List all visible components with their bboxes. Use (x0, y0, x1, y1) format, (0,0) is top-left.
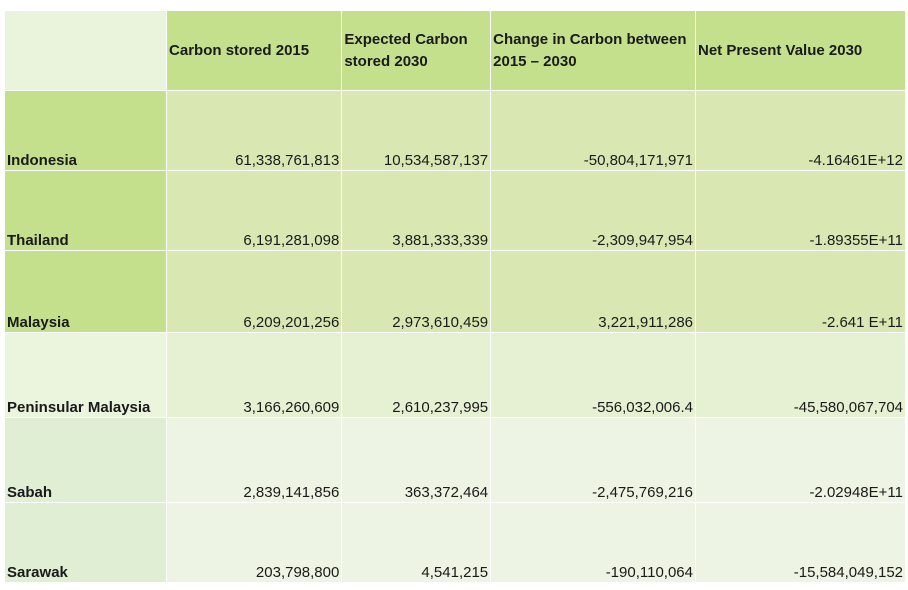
cell-expected-2030: 363,372,464 (341, 417, 492, 503)
cell-expected-2030: 3,881,333,339 (341, 170, 492, 251)
header-carbon-2015: Carbon stored 2015 (166, 10, 343, 91)
table-row: Malaysia 6,209,201,256 2,973,610,459 3,2… (3, 250, 906, 333)
carbon-table: Carbon stored 2015 Expected Carbon store… (3, 10, 906, 583)
cell-carbon-2015: 2,839,141,856 (166, 417, 343, 503)
cell-npv-2030: -2.641 E+11 (695, 250, 906, 333)
cell-expected-2030: 4,541,215 (341, 502, 492, 583)
cell-expected-2030: 2,973,610,459 (341, 250, 492, 333)
table-row: Thailand 6,191,281,098 3,881,333,339 -2,… (3, 170, 906, 251)
header-npv-2030: Net Present Value 2030 (695, 10, 906, 91)
cell-carbon-2015: 3,166,260,609 (166, 332, 343, 418)
row-label: Sabah (3, 417, 168, 503)
cell-change: -2,309,947,954 (490, 170, 696, 251)
cell-change: -190,110,064 (490, 502, 696, 583)
cell-npv-2030: -4.16461E+12 (695, 90, 906, 171)
cell-npv-2030: -2.02948E+11 (695, 417, 906, 503)
row-label: Peninsular Malaysia (3, 332, 168, 418)
cell-npv-2030: -15,584,049,152 (695, 502, 906, 583)
header-row: Carbon stored 2015 Expected Carbon store… (3, 10, 906, 91)
cell-change: -556,032,006.4 (490, 332, 696, 418)
table-row: Indonesia 61,338,761,813 10,534,587,137 … (3, 90, 906, 171)
table-row: Sarawak 203,798,800 4,541,215 -190,110,0… (3, 502, 906, 583)
cell-npv-2030: -45,580,067,704 (695, 332, 906, 418)
cell-npv-2030: -1.89355E+11 (695, 170, 906, 251)
cell-expected-2030: 10,534,587,137 (341, 90, 492, 171)
row-label: Malaysia (3, 250, 168, 333)
row-label: Thailand (3, 170, 168, 251)
table-row: Peninsular Malaysia 3,166,260,609 2,610,… (3, 332, 906, 418)
cell-change: -50,804,171,971 (490, 90, 696, 171)
cell-carbon-2015: 61,338,761,813 (166, 90, 343, 171)
cell-carbon-2015: 6,191,281,098 (166, 170, 343, 251)
cell-change: 3,221,911,286 (490, 250, 696, 333)
row-label: Indonesia (3, 90, 168, 171)
cell-carbon-2015: 6,209,201,256 (166, 250, 343, 333)
header-expected-2030: Expected Carbon stored 2030 (341, 10, 492, 91)
cell-expected-2030: 2,610,237,995 (341, 332, 492, 418)
cell-change: -2,475,769,216 (490, 417, 696, 503)
header-corner-cell (3, 10, 168, 91)
table-row: Sabah 2,839,141,856 363,372,464 -2,475,7… (3, 417, 906, 503)
cell-carbon-2015: 203,798,800 (166, 502, 343, 583)
header-change: Change in Carbon between 2015 – 2030 (490, 10, 696, 91)
row-label: Sarawak (3, 502, 168, 583)
